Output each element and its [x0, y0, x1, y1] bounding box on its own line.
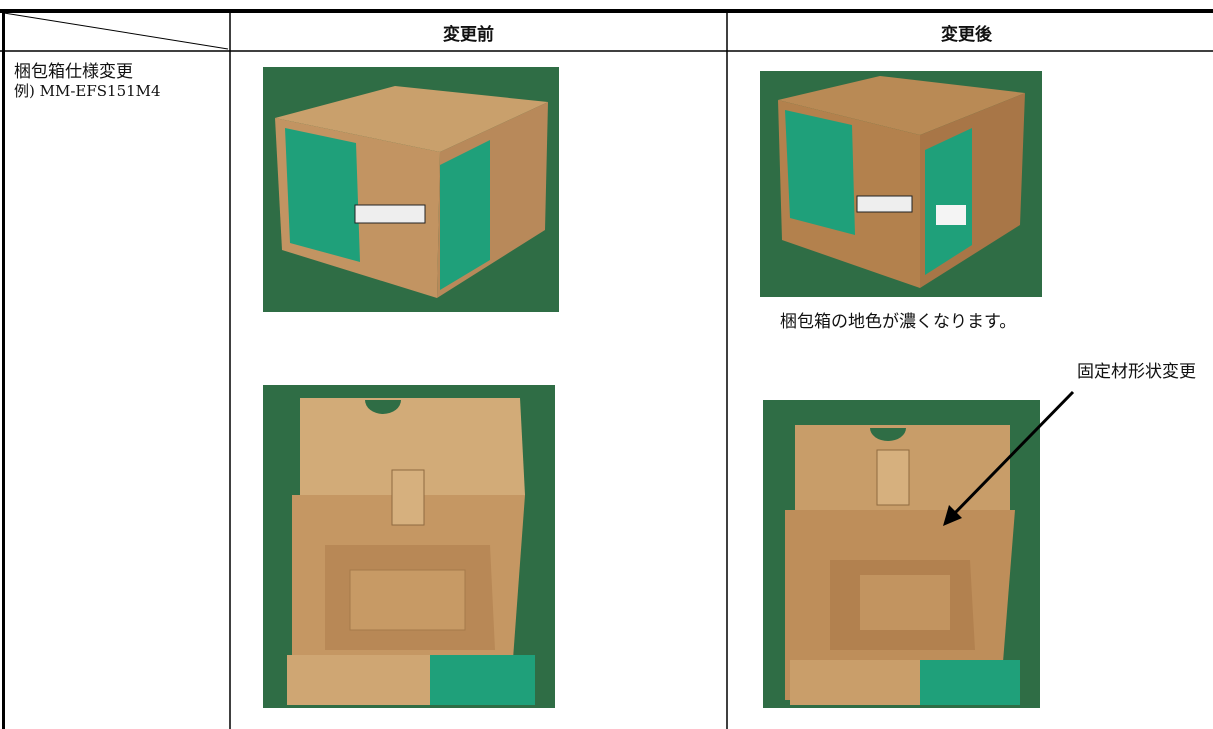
diagonal	[3, 12, 229, 50]
photo-closed-before	[263, 67, 559, 312]
row-example: 例) MM-EFS151M4	[14, 82, 161, 100]
photo-closed-after	[760, 71, 1042, 297]
top-border	[0, 9, 1213, 13]
annotation: 固定材形状変更	[1077, 362, 1196, 382]
arrow	[950, 390, 1075, 518]
arrow-head	[943, 505, 962, 526]
caption: 梱包箱の地色が濃くなります。	[780, 312, 1017, 332]
photo-open-after	[763, 400, 1040, 708]
row-title: 梱包箱仕様変更	[14, 62, 133, 82]
left-border	[2, 9, 5, 729]
header-before: 変更前	[443, 25, 494, 45]
photo-open-before	[263, 385, 555, 708]
header-after: 変更後	[941, 25, 992, 45]
